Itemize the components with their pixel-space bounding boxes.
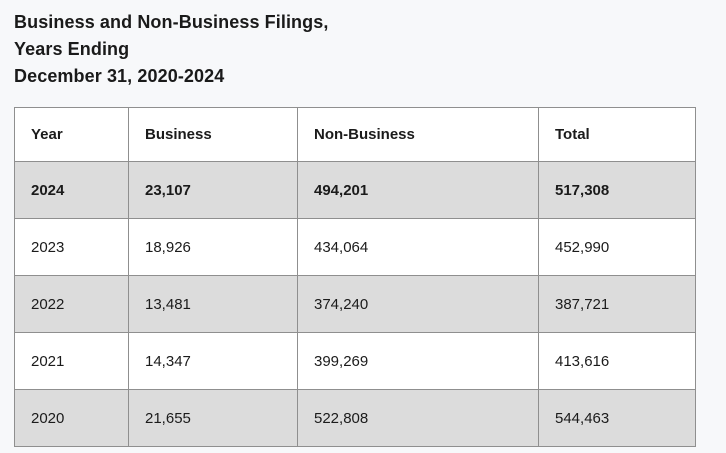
- table-header-row: Year Business Non-Business Total: [14, 107, 696, 162]
- cell-total: 544,463: [538, 389, 696, 447]
- page-title: Business and Non-Business Filings, Years…: [14, 9, 726, 90]
- cell-business: 14,347: [128, 332, 298, 390]
- cell-non-business: 494,201: [297, 161, 539, 219]
- cell-year: 2023: [14, 218, 129, 276]
- cell-total: 452,990: [538, 218, 696, 276]
- cell-total: 387,721: [538, 275, 696, 333]
- column-header-year: Year: [14, 107, 129, 162]
- column-header-non-business: Non-Business: [297, 107, 539, 162]
- page-title-line-2: Years Ending: [14, 39, 130, 59]
- table-row-2023: 2023 18,926 434,064 452,990: [14, 218, 696, 276]
- table-row-2020: 2020 21,655 522,808 544,463: [14, 389, 696, 447]
- page-title-line-3: December 31, 2020-2024: [14, 66, 225, 86]
- cell-year: 2024: [14, 161, 129, 219]
- table-row-2021: 2021 14,347 399,269 413,616: [14, 332, 696, 390]
- cell-business: 18,926: [128, 218, 298, 276]
- cell-total: 517,308: [538, 161, 696, 219]
- column-header-business: Business: [128, 107, 298, 162]
- cell-year: 2020: [14, 389, 129, 447]
- cell-business: 23,107: [128, 161, 298, 219]
- column-header-total: Total: [538, 107, 696, 162]
- cell-year: 2022: [14, 275, 129, 333]
- cell-non-business: 399,269: [297, 332, 539, 390]
- cell-non-business: 522,808: [297, 389, 539, 447]
- cell-total: 413,616: [538, 332, 696, 390]
- cell-non-business: 374,240: [297, 275, 539, 333]
- cell-year: 2021: [14, 332, 129, 390]
- cell-business: 13,481: [128, 275, 298, 333]
- filings-table: Year Business Non-Business Total 2024 23…: [14, 107, 696, 447]
- cell-non-business: 434,064: [297, 218, 539, 276]
- table-row-2022: 2022 13,481 374,240 387,721: [14, 275, 696, 333]
- page-title-line-1: Business and Non-Business Filings,: [14, 12, 329, 32]
- cell-business: 21,655: [128, 389, 298, 447]
- table-row-2024: 2024 23,107 494,201 517,308: [14, 161, 696, 219]
